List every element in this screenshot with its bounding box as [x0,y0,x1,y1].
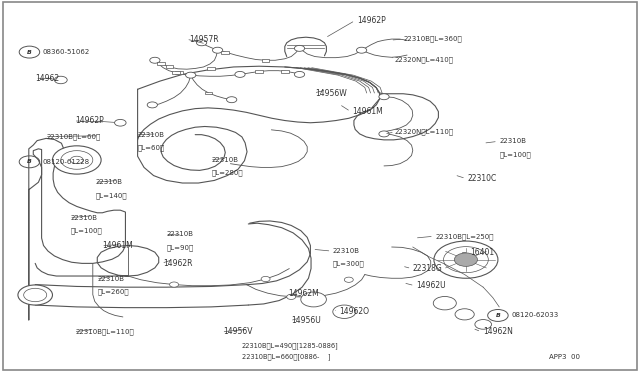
Circle shape [235,71,245,77]
Text: 〈L=280〉: 〈L=280〉 [211,170,243,176]
Text: 22320N〈L=410〉: 22320N〈L=410〉 [395,56,454,63]
Circle shape [475,320,492,329]
Text: 14956V: 14956V [223,327,252,336]
Text: 14957R: 14957R [189,35,218,44]
Text: 14956W: 14956W [315,89,347,97]
Circle shape [54,76,67,84]
Text: 22310B〈L=660〉[0886-    ]: 22310B〈L=660〉[0886- ] [242,353,330,360]
Text: 22310B〈L=360〉: 22310B〈L=360〉 [403,36,462,42]
Circle shape [170,282,179,287]
Bar [255,70,263,73]
Text: 08360-51062: 08360-51062 [43,49,90,55]
Text: 22310B: 22310B [70,215,97,221]
Circle shape [301,292,326,307]
Text: 14962N: 14962N [483,327,513,336]
Circle shape [196,40,207,46]
Text: 08120-62033: 08120-62033 [511,312,559,318]
Bar [175,71,183,74]
Text: 〈L=100〉: 〈L=100〉 [499,151,531,158]
Text: 22310C: 22310C [467,174,497,183]
Bar [221,51,229,54]
Circle shape [356,47,367,53]
Circle shape [261,276,270,282]
Circle shape [333,305,356,318]
Text: 〈L=60〉: 〈L=60〉 [138,144,165,151]
Text: 22310B: 22310B [96,179,123,185]
Text: 22310B: 22310B [166,231,193,237]
Polygon shape [248,221,310,285]
Bar [205,92,212,94]
Text: APP3  00: APP3 00 [549,354,580,360]
Text: 22310B: 22310B [211,157,238,163]
Circle shape [287,294,296,299]
Circle shape [147,102,157,108]
Bar [281,70,289,73]
Text: 14961M: 14961M [353,107,383,116]
Circle shape [379,94,389,100]
Text: B: B [27,49,32,55]
Polygon shape [29,138,125,320]
Polygon shape [35,246,159,276]
Text: 22310B: 22310B [499,138,526,144]
Circle shape [455,309,474,320]
Circle shape [18,285,52,305]
Text: 14962U: 14962U [416,281,445,290]
Text: 14961M: 14961M [102,241,133,250]
Text: 22310B: 22310B [333,248,360,254]
Text: 22318G: 22318G [413,264,442,273]
Circle shape [212,47,223,53]
Text: 22310B〈L=250〉: 22310B〈L=250〉 [435,233,493,240]
Text: 〈L=100〉: 〈L=100〉 [70,227,102,234]
Text: 14962M: 14962M [288,289,319,298]
Circle shape [115,119,126,126]
Text: 14956U: 14956U [291,316,321,325]
Text: 14962P: 14962P [357,16,386,25]
Text: 22310B〈L=60〉: 22310B〈L=60〉 [46,133,100,140]
Circle shape [344,277,353,282]
Text: 08120-61228: 08120-61228 [43,159,90,165]
Circle shape [379,131,389,137]
Circle shape [433,296,456,310]
Circle shape [294,45,305,51]
Polygon shape [138,66,380,140]
Text: 〈L=140〉: 〈L=140〉 [96,192,127,199]
Text: 22310B〈L=490〉[1285-0886]: 22310B〈L=490〉[1285-0886] [242,342,339,349]
Text: 〈L=300〉: 〈L=300〉 [333,261,365,267]
Bar [172,71,180,74]
Text: 14962: 14962 [35,74,60,83]
Bar [207,67,215,70]
Text: B: B [495,313,500,318]
Bar [262,59,269,62]
Text: 22320N〈L=110〉: 22320N〈L=110〉 [395,129,454,135]
Circle shape [294,71,305,77]
Circle shape [186,72,196,78]
Text: 14962P: 14962P [76,116,104,125]
Text: B: B [27,159,32,164]
Polygon shape [138,126,247,183]
Text: 16401: 16401 [470,248,495,257]
Circle shape [227,97,237,103]
Circle shape [434,241,498,278]
Polygon shape [285,67,438,140]
Polygon shape [285,37,326,57]
Circle shape [52,146,101,174]
Text: 〈L=90〉: 〈L=90〉 [166,244,194,251]
Text: 14962R: 14962R [163,259,193,268]
Circle shape [150,57,160,63]
Text: 〈L=260〉: 〈L=260〉 [97,289,129,295]
Bar [166,65,173,68]
Text: 22310B: 22310B [97,276,124,282]
Text: 22310B〈L=110〉: 22310B〈L=110〉 [76,328,134,335]
Text: 14962O: 14962O [339,307,369,316]
Text: 22310B: 22310B [138,132,164,138]
Bar [157,62,165,65]
Circle shape [454,253,477,266]
